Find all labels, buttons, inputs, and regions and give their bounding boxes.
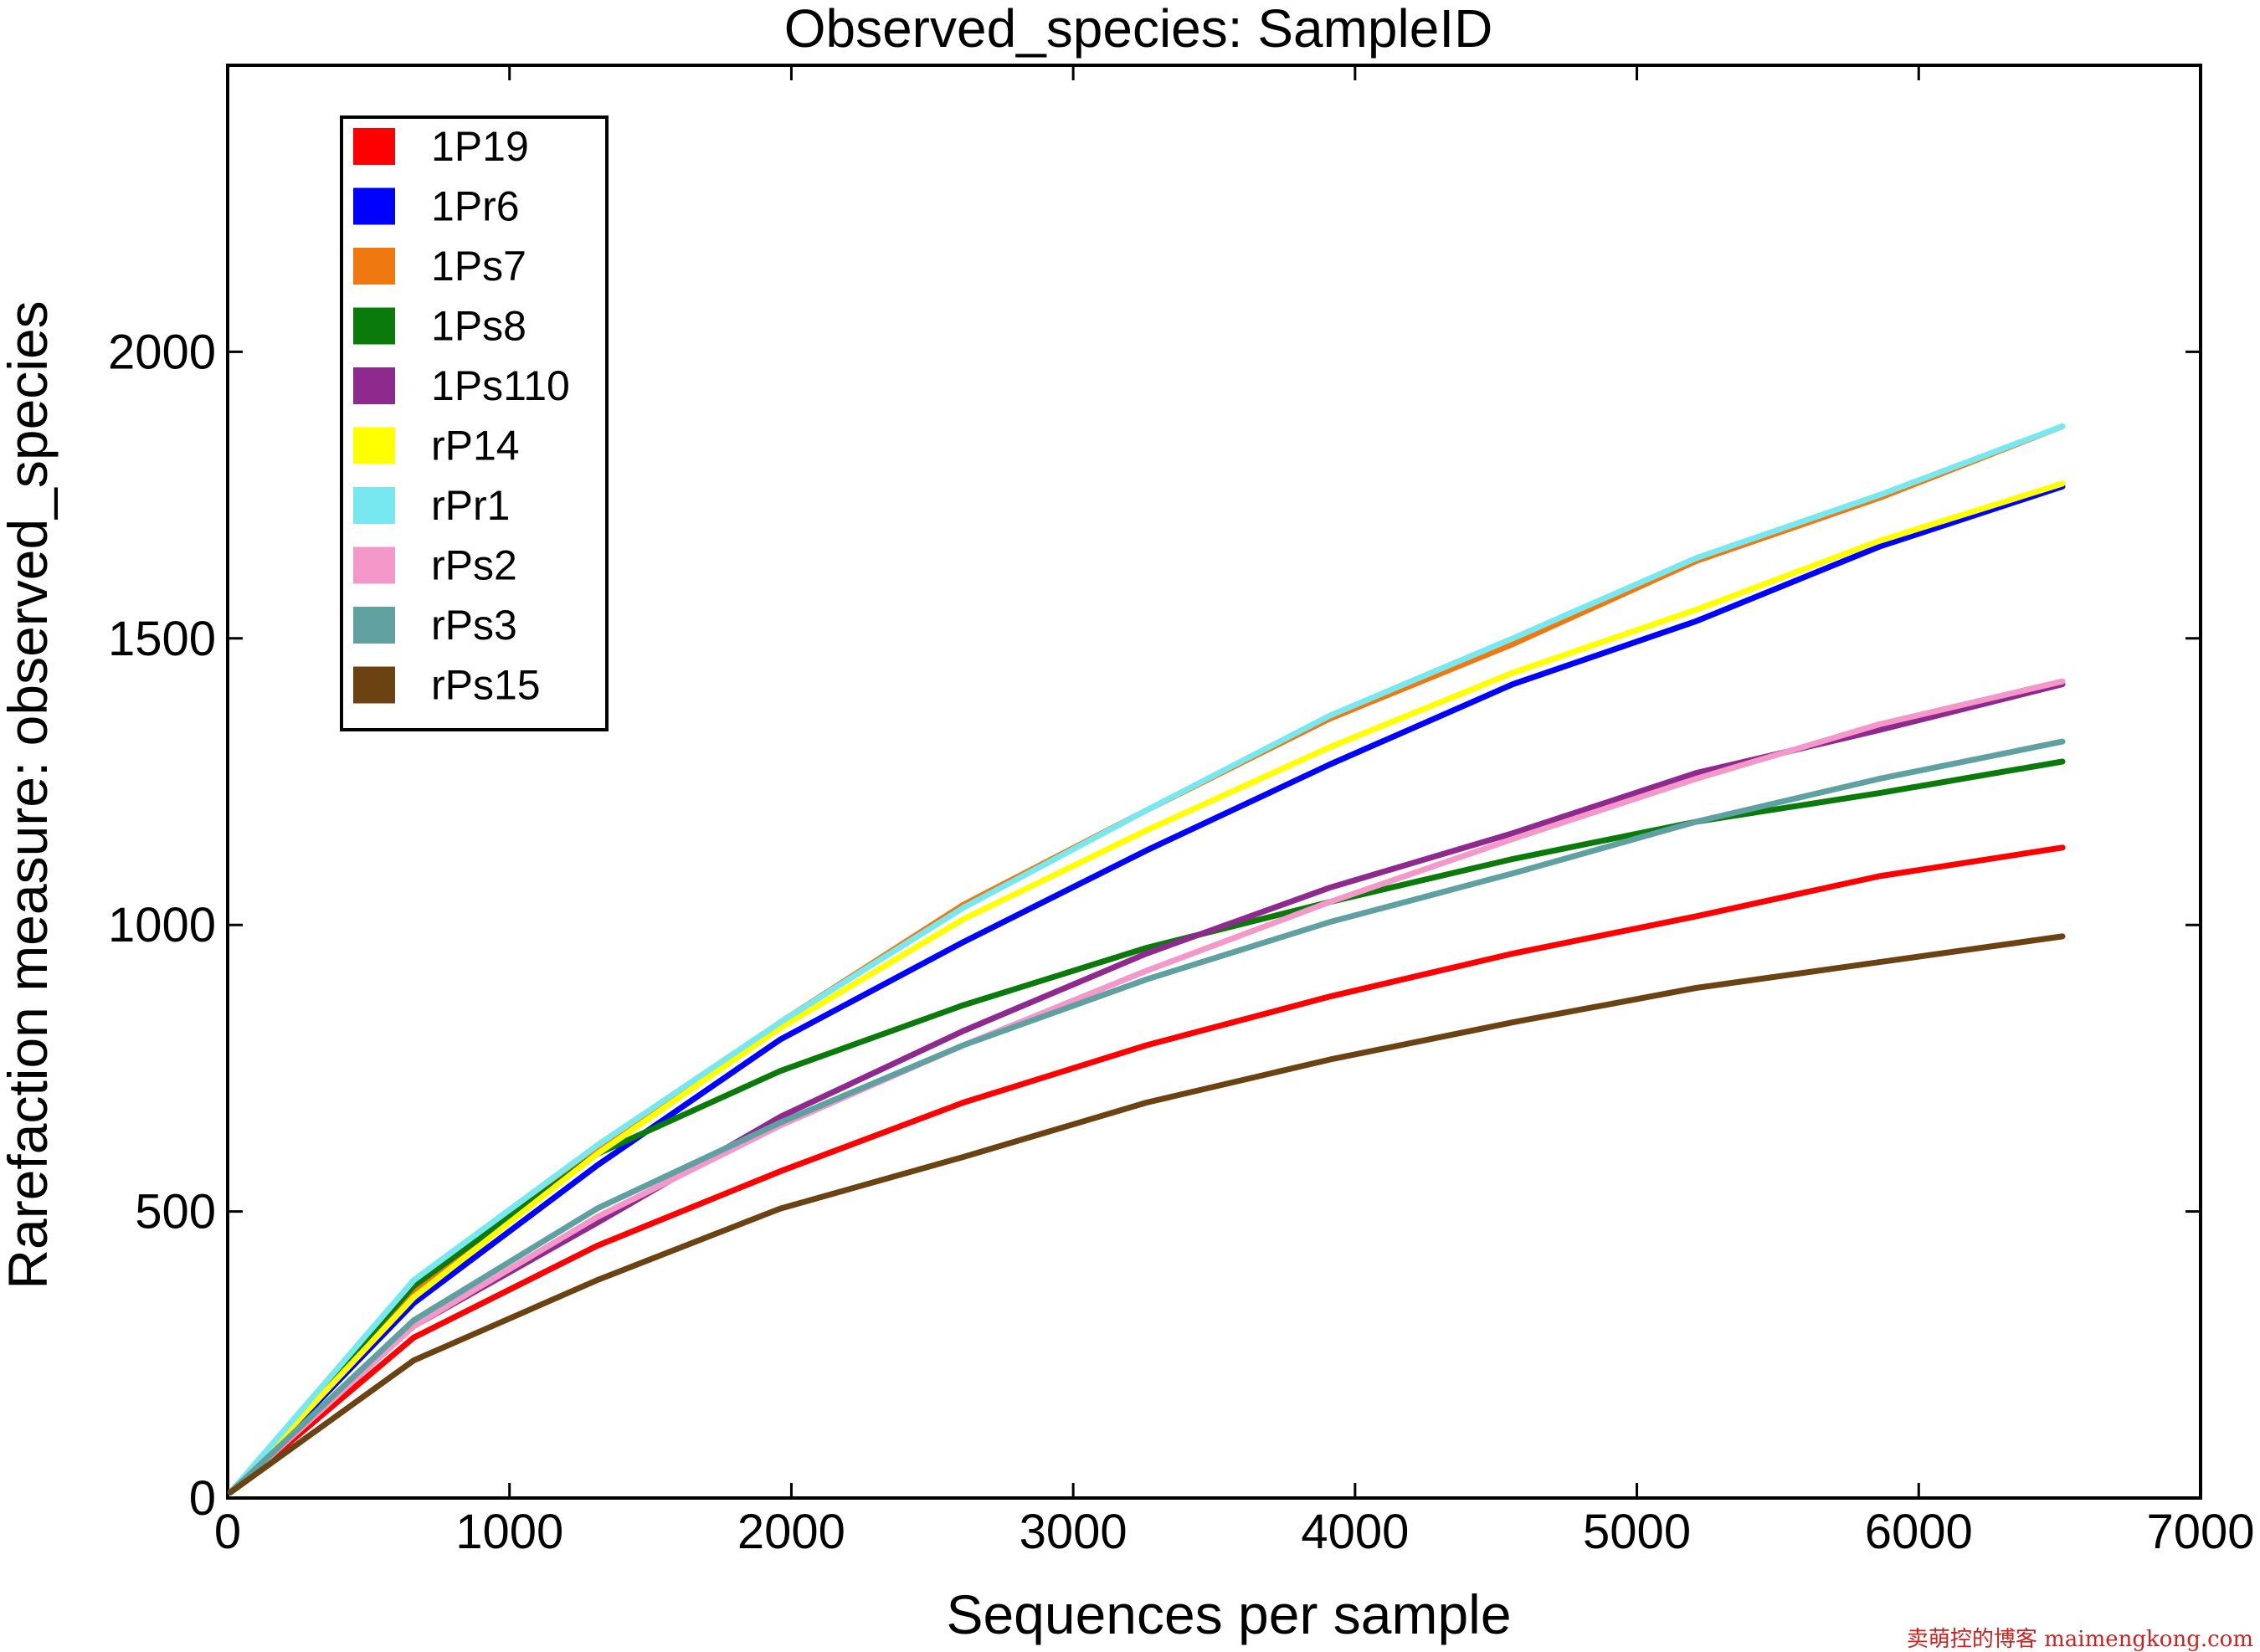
legend-swatch-1ps8	[353, 307, 395, 345]
x-tick-label: 3000	[1020, 1505, 1127, 1559]
x-tick-label: 0	[214, 1505, 241, 1559]
legend-label-1pr6: 1Pr6	[431, 183, 520, 230]
x-axis: 0 1000 2000 3000 4000 5000 6000 7000	[214, 65, 2255, 1559]
legend-label-rp14: rP14	[431, 423, 520, 469]
legend-swatch-1pr6	[353, 187, 395, 225]
series-line-1p19	[227, 844, 2066, 1496]
series-line-1pr6	[227, 483, 2066, 1496]
legend-label-1p19: 1P19	[431, 123, 529, 170]
y-tick-label: 500	[135, 1185, 216, 1239]
legend-swatch-rp14	[353, 427, 395, 464]
legend-label-1ps8: 1Ps8	[431, 303, 526, 350]
x-tick-label: 7000	[2146, 1505, 2254, 1559]
y-tick-label: 0	[189, 1471, 216, 1526]
legend-label-1ps7: 1Ps7	[431, 243, 526, 290]
series-line-rps3	[227, 738, 2066, 1496]
watermark-text: 卖萌控的博客 maimengkong.com	[1907, 1627, 2253, 1652]
x-axis-label: Sequences per sample	[946, 1583, 1511, 1645]
series-lines	[227, 423, 2066, 1496]
y-tick-label: 1500	[108, 612, 216, 666]
x-tick-label: 2000	[737, 1505, 845, 1559]
legend-swatch-1ps7	[353, 248, 395, 285]
x-tick-label: 4000	[1301, 1505, 1409, 1559]
series-line-1ps8	[227, 758, 2066, 1496]
chart-title: Observed_species: SampleID	[784, 0, 1493, 59]
series-line-rps2	[227, 678, 2066, 1496]
legend-swatch-1p19	[353, 128, 395, 165]
legend-swatch-rpr1	[353, 487, 395, 524]
legend-swatch-rps3	[353, 607, 395, 644]
y-tick-label: 1000	[108, 898, 216, 952]
x-tick-label: 6000	[1865, 1505, 1973, 1559]
legend-label-1ps110: 1Ps110	[431, 362, 570, 409]
legend-label-rps2: rPs2	[431, 542, 517, 589]
legend-swatch-1ps110	[353, 367, 395, 404]
legend-swatch-rps15	[353, 666, 395, 704]
legend: 1P19 1Pr6 1Ps7 1Ps8 1Ps110 rP14 rPr1 rPs2 rPs3 rP…	[340, 115, 609, 731]
legend-label-rpr1: rPr1	[431, 482, 510, 529]
y-axis-label: Rarefaction measure: observed_species	[0, 300, 59, 1289]
series-line-rpr1	[227, 423, 2066, 1496]
legend-swatch-rps2	[353, 546, 395, 584]
legend-label-rps15: rPs15	[431, 662, 541, 709]
y-tick-label: 2000	[108, 325, 216, 379]
series-line-rps15	[227, 933, 2066, 1496]
series-line-rp14	[227, 480, 2066, 1496]
y-axis: 0 500 1000 1500 2000	[108, 325, 2201, 1526]
x-tick-label: 1000	[455, 1505, 563, 1559]
legend-label-rps3: rPs3	[431, 602, 517, 649]
x-tick-label: 5000	[1583, 1505, 1691, 1559]
